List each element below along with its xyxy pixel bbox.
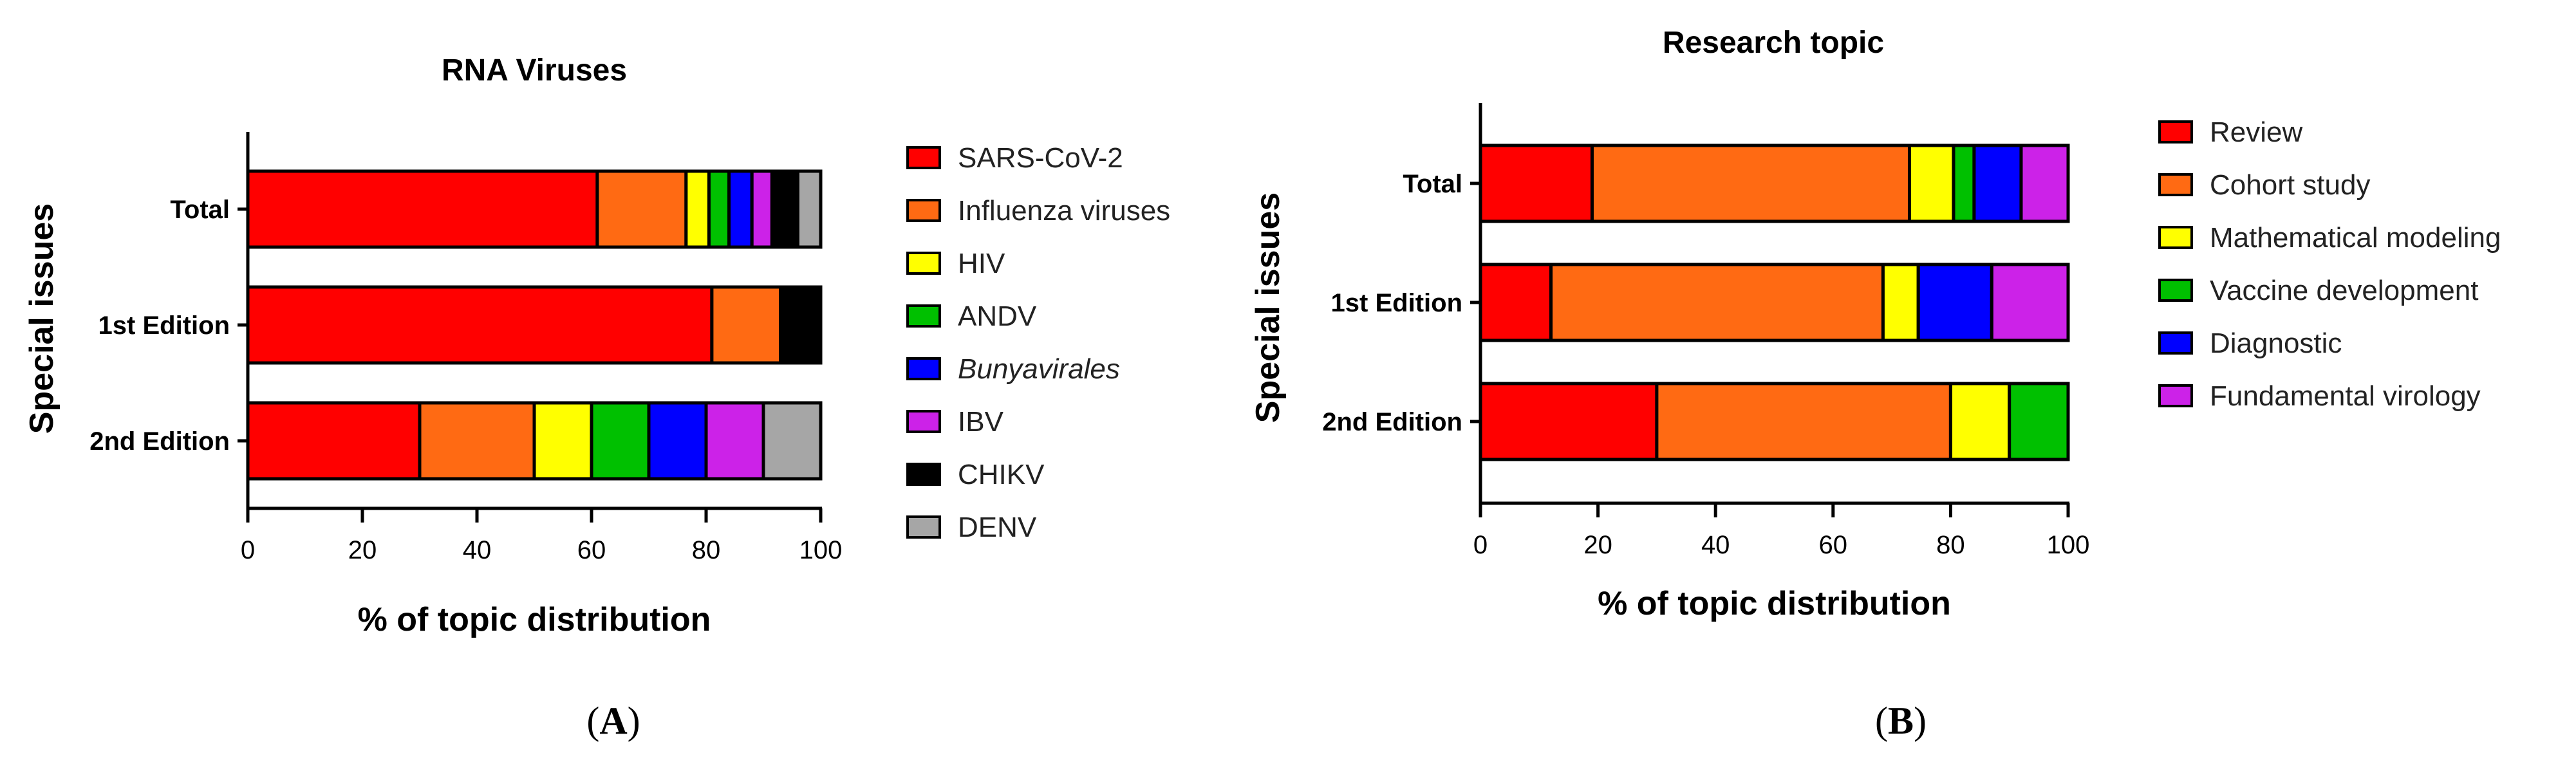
y-tick-label-b-1st-edition: 1st Edition <box>1331 289 1462 317</box>
bar-a-2nd-edition-bunyavirales <box>647 401 708 481</box>
bar-b-1st-edition-review <box>1479 263 1553 342</box>
x-tick-label-b-40: 40 <box>1701 531 1730 559</box>
legend-swatch-a-denv <box>906 515 941 539</box>
legend-swatch-b-review <box>2158 120 2193 144</box>
chart-a-rna-viruses: RNA Viruses Total 1st Edition 2nd Edition 0 2… <box>23 53 1170 638</box>
x-tick-label-a-100: 100 <box>799 536 843 564</box>
y-tick-label-a-total: Total <box>170 196 230 224</box>
y-tick-label-b-2nd-edition: 2nd Edition <box>1322 408 1462 436</box>
legend-label-a-sars-cov-2: SARS-CoV-2 <box>958 142 1123 174</box>
bar-a-total-influenza-viruses <box>595 169 688 249</box>
y-tick-label-a-1st-edition: 1st Edition <box>98 311 230 340</box>
legend-swatch-b-fundamental-virology <box>2158 384 2193 407</box>
chart-a-title: RNA Viruses <box>442 53 627 88</box>
bar-a-total-bunyavirales <box>727 169 754 249</box>
legend-swatch-a-hiv <box>906 252 941 275</box>
x-tick-label-b-60: 60 <box>1819 531 1848 559</box>
legend-label-b-review: Review <box>2210 116 2302 148</box>
x-tick-label-b-100: 100 <box>2047 531 2090 559</box>
legend-swatch-a-sars-cov-2 <box>906 146 941 169</box>
bar-b-2nd-edition-vaccine-development <box>2008 382 2070 461</box>
legend-a: SARS-CoV-2 Influenza viruses HIV ANDV Bunyav… <box>906 142 1170 543</box>
x-axis-title-b: % of topic distribution <box>1598 585 1951 622</box>
legend-swatch-b-cohort-study <box>2158 173 2193 196</box>
bar-b-2nd-edition-review <box>1479 382 1659 461</box>
bar-b-1st-edition-cohort-study <box>1549 263 1885 342</box>
legend-b: Review Cohort study Mathematical modeling V… <box>2158 116 2501 412</box>
bar-a-1st-edition-influenza-viruses <box>710 285 783 365</box>
legend-swatch-a-andv <box>906 304 941 328</box>
bar-a-total-andv <box>707 169 731 249</box>
x-tick-label-b-0: 0 <box>1473 531 1488 559</box>
panel-label-a: (A) <box>586 700 640 742</box>
bar-b-1st-edition-mathematical-modeling <box>1881 263 1920 342</box>
bar-a-total-sars-cov-2 <box>246 169 599 249</box>
legend-swatch-a-chikv <box>906 463 941 486</box>
legend-label-a-bunyavirales: Bunyavirales <box>958 353 1120 385</box>
bar-b-total-vaccine-development <box>1952 144 1976 223</box>
legend-label-a-hiv: HIV <box>958 248 1005 279</box>
legend-label-a-andv: ANDV <box>958 301 1037 332</box>
bar-a-total-chikv <box>770 169 799 249</box>
bar-a-2nd-edition-ibv <box>704 401 765 481</box>
chart-b-research-topic: Research topic Total 1st Edition 2nd Editio… <box>1249 26 2501 622</box>
x-tick-label-a-40: 40 <box>463 536 492 564</box>
legend-swatch-a-ibv <box>906 410 941 433</box>
legend-label-a-chikv: CHIKV <box>958 459 1045 490</box>
legend-swatch-a-bunyavirales <box>906 357 941 380</box>
bar-b-total-diagnostic <box>1972 144 2023 223</box>
x-tick-label-b-80: 80 <box>1936 531 1965 559</box>
legend-label-b-mathematical-modeling: Mathematical modeling <box>2210 222 2501 254</box>
bar-a-total-hiv <box>684 169 711 249</box>
legend-label-b-fundamental-virology: Fundamental virology <box>2210 380 2481 412</box>
legend-swatch-b-diagnostic <box>2158 331 2193 355</box>
legend-swatch-a-influenza-viruses <box>906 199 941 222</box>
bar-b-2nd-edition-mathematical-modeling <box>1948 382 2011 461</box>
bar-a-2nd-edition-denv <box>761 401 823 481</box>
bar-b-2nd-edition-cohort-study <box>1655 382 1952 461</box>
bar-b-1st-edition-diagnostic <box>1916 263 1993 342</box>
bar-a-2nd-edition-hiv <box>532 401 593 481</box>
x-axis-title-a: % of topic distribution <box>358 601 711 638</box>
legend-label-b-vaccine-development: Vaccine development <box>2210 275 2478 306</box>
bar-a-1st-edition-chikv <box>779 285 823 365</box>
legend-swatch-b-vaccine-development <box>2158 279 2193 302</box>
bar-b-total-review <box>1479 144 1594 223</box>
bar-a-total-ibv <box>750 169 774 249</box>
bar-b-total-cohort-study <box>1590 144 1911 223</box>
x-tick-label-a-0: 0 <box>241 536 255 564</box>
bar-a-2nd-edition-andv <box>590 401 651 481</box>
legend-swatch-b-mathematical-modeling <box>2158 226 2193 249</box>
panel-label-b: (B) <box>1875 700 1927 742</box>
y-tick-label-a-2nd-edition: 2nd Edition <box>89 427 230 456</box>
legend-label-b-cohort-study: Cohort study <box>2210 169 2370 201</box>
bar-a-1st-edition-sars-cov-2 <box>246 285 714 365</box>
chart-b-title: Research topic <box>1663 26 1884 60</box>
y-axis-title-a: Special issues <box>23 203 61 434</box>
bar-b-total-fundamental-virology <box>2019 144 2070 223</box>
legend-label-a-ibv: IBV <box>958 406 1004 438</box>
x-tick-label-b-20: 20 <box>1583 531 1612 559</box>
x-tick-label-a-60: 60 <box>577 536 606 564</box>
y-axis-title-b: Special issues <box>1249 192 1287 423</box>
bar-a-2nd-edition-sars-cov-2 <box>246 401 422 481</box>
x-tick-label-a-80: 80 <box>692 536 721 564</box>
bar-b-1st-edition-fundamental-virology <box>1990 263 2070 342</box>
x-tick-label-a-20: 20 <box>348 536 377 564</box>
bar-a-total-denv <box>796 169 823 249</box>
legend-label-b-diagnostic: Diagnostic <box>2210 328 2342 359</box>
legend-label-a-influenza-viruses: Influenza viruses <box>958 195 1170 227</box>
y-tick-label-b-total: Total <box>1403 170 1462 198</box>
bar-b-total-mathematical-modeling <box>1907 144 1955 223</box>
bar-a-2nd-edition-influenza-viruses <box>418 401 536 481</box>
legend-label-a-denv: DENV <box>958 512 1037 543</box>
